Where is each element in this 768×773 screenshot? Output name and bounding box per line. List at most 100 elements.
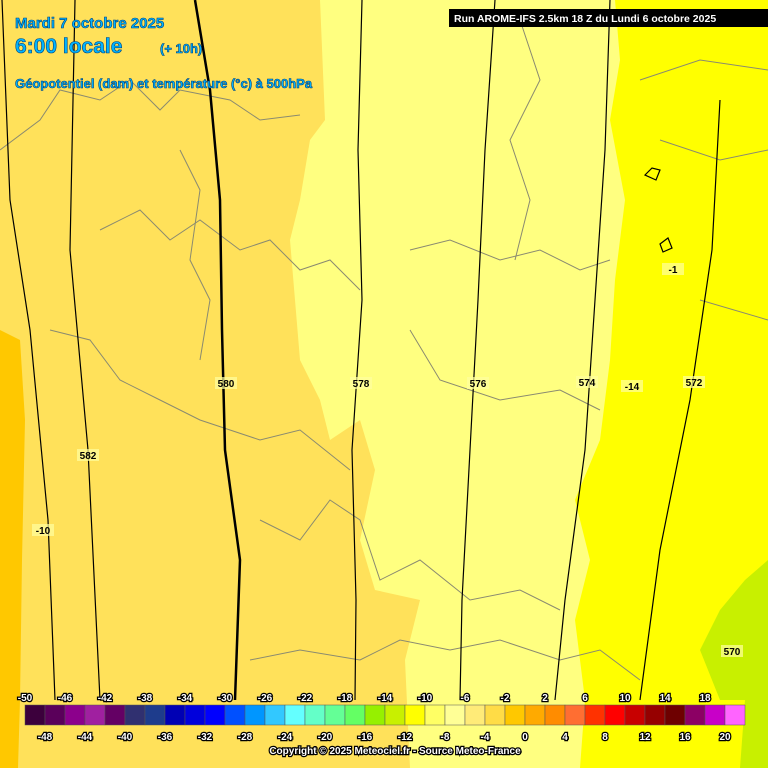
isohypse [639,99,721,701]
scale-label-top: -14 [378,693,393,704]
isohypse [69,0,101,701]
border [639,59,768,321]
scale-label-bottom: 20 [719,732,731,743]
scale-label-bottom: -8 [441,732,450,743]
border [179,149,211,361]
scale-swatch [144,704,166,726]
isohypse [351,0,363,701]
scale-swatch [584,704,606,726]
contour-label-bg [350,377,372,389]
border [509,19,541,261]
scale-label-bottom: -16 [358,732,373,743]
scale-label-top: -10 [418,693,433,704]
run-box [449,9,768,27]
scale-swatch [504,704,526,726]
contour-label-bg [32,524,54,536]
offset: (+ 10h) [160,41,202,56]
scale-label-top: -18 [338,693,353,704]
contour-label: -14 [625,382,640,393]
subtitle: Géopotentiel (dam) et température (°c) à… [15,76,313,91]
scale-swatch [724,704,746,726]
scale-swatch [384,704,406,726]
scale-swatch [344,704,366,726]
scale-swatch [264,704,286,726]
scale-swatch [704,704,726,726]
band-yellow [575,0,768,768]
borders [0,19,768,681]
contour-label: -10 [36,526,51,537]
scale-swatch [564,704,586,726]
contour-label: 576 [470,379,487,390]
border [409,329,601,411]
contour-label-bg [77,449,99,461]
contour-label-bg [467,377,489,389]
scale-label-bottom: -4 [481,732,490,743]
scale-label-bottom: -44 [78,732,93,743]
scale-swatch [684,704,706,726]
scale-label-top: 18 [699,693,711,704]
border [99,209,361,291]
scale-label-bottom: -36 [158,732,173,743]
scale-swatch [444,704,466,726]
scale-label-top: 14 [659,693,671,704]
scale-label-bottom: 4 [562,732,568,743]
scale-label-top: -22 [298,693,313,704]
scale-swatch [524,704,546,726]
contour-label-bg [621,380,643,392]
isohypse [1,0,56,701]
scale-label-bottom: -12 [398,732,413,743]
contour-label-bg [215,377,237,389]
time: 6:00 locale [15,35,122,58]
scale-label-bottom: 0 [522,732,528,743]
scale-swatch [544,704,566,726]
scale-label-top: -46 [58,693,73,704]
border [0,79,301,151]
scale-swatch [664,704,686,726]
scale-swatch [184,704,206,726]
scale-swatch [64,704,86,726]
contour-label-bg [683,376,705,388]
border [409,239,611,271]
scale-swatch [324,704,346,726]
scale-label-bottom: -48 [38,732,53,743]
scale-label-top: 10 [619,693,631,704]
isohypse [459,0,496,701]
contour-label-bg [662,263,684,275]
scale-label-bottom: 12 [639,732,651,743]
scale-label-bottom: 8 [602,732,608,743]
run-info: Run AROME-IFS 2.5km 18 Z du Lundi 6 octo… [454,13,716,25]
scale-label-bottom: -28 [238,732,253,743]
scale-label-top: -2 [501,693,510,704]
scale-swatch [304,704,326,726]
scale-swatch [224,704,246,726]
contour-label-bg [576,376,598,388]
copyright: Copyright © 2025 Meteociel.fr - Source M… [269,746,521,757]
scale-label-bottom: -40 [118,732,133,743]
contour-label: -1 [669,265,678,276]
border [49,329,351,471]
scale-label-top: -26 [258,693,273,704]
scale-swatch [644,704,666,726]
scale-label-bottom: -32 [198,732,213,743]
band-green [700,560,768,768]
scale-label-bottom: 16 [679,732,691,743]
scale-swatch [104,704,126,726]
isohypse [554,0,611,701]
isotherm-loop [643,167,673,253]
scale-label-top: -30 [218,693,233,704]
scale-swatch [124,704,146,726]
border [259,499,561,611]
scale-swatch [464,704,486,726]
scale-swatch [624,704,646,726]
scale-swatch [164,704,186,726]
scale-label-top: -34 [178,693,193,704]
scale-swatch [404,704,426,726]
contour-label-bg [721,645,743,657]
scale-swatch [604,704,626,726]
band-orange [0,330,25,768]
date-line: Mardi 7 octobre 2025 [15,15,164,32]
scale-swatch [244,704,266,726]
contour-label: 582 [80,451,97,462]
scale-label-top: -42 [98,693,113,704]
scale-swatch [84,704,106,726]
